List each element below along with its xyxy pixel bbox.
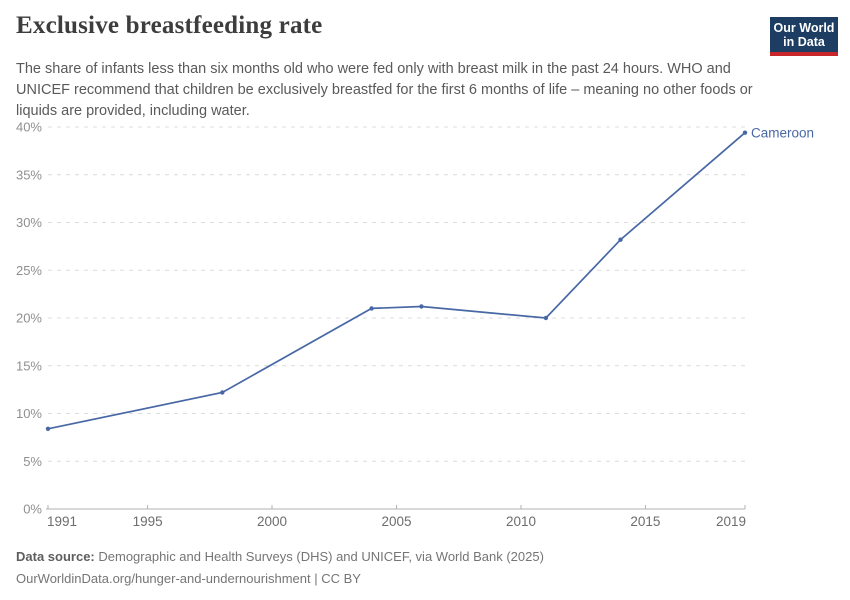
data-point[interactable] bbox=[618, 237, 623, 242]
y-tick-label: 30% bbox=[16, 215, 42, 230]
data-source-label: Data source: bbox=[16, 549, 95, 564]
x-tick-label: 2005 bbox=[381, 514, 411, 529]
x-tick-label: 1991 bbox=[47, 514, 77, 529]
x-tick-label: 2000 bbox=[257, 514, 287, 529]
chart-footer: Data source: Demographic and Health Surv… bbox=[16, 546, 544, 590]
data-point[interactable] bbox=[369, 306, 374, 311]
owid-logo-line1: Our World bbox=[773, 21, 835, 35]
chart-subtitle: The share of infants less than six month… bbox=[16, 61, 753, 119]
y-tick-label: 0% bbox=[23, 502, 42, 517]
y-tick-label: 40% bbox=[16, 120, 42, 135]
data-point[interactable] bbox=[45, 426, 51, 431]
x-tick-label: 2010 bbox=[506, 514, 536, 529]
y-tick-label: 20% bbox=[16, 311, 42, 326]
y-tick-label: 25% bbox=[16, 263, 42, 278]
owid-logo-line2: in Data bbox=[783, 35, 825, 49]
series-line[interactable] bbox=[47, 132, 746, 430]
y-tick-label: 15% bbox=[16, 358, 42, 373]
page-title: Exclusive breastfeeding rate bbox=[16, 12, 323, 39]
y-tick-label: 35% bbox=[16, 167, 42, 182]
data-source-line: Data source: Demographic and Health Surv… bbox=[16, 546, 544, 568]
series-end-label[interactable]: Cameroon bbox=[751, 125, 814, 140]
data-point[interactable] bbox=[543, 315, 549, 321]
data-point[interactable] bbox=[419, 304, 424, 309]
y-tick-label: 5% bbox=[23, 454, 42, 469]
footer-link[interactable]: OurWorldinData.org/hunger-and-undernouri… bbox=[16, 571, 361, 586]
y-tick-label: 10% bbox=[16, 406, 42, 421]
data-source-text: Demographic and Health Surveys (DHS) and… bbox=[98, 549, 544, 564]
data-point[interactable] bbox=[742, 130, 748, 135]
data-point[interactable] bbox=[220, 390, 225, 395]
x-tick-label: 1995 bbox=[133, 514, 163, 529]
owid-logo[interactable]: Our World in Data bbox=[770, 17, 838, 56]
x-tick-label: 2015 bbox=[630, 514, 660, 529]
x-tick-label: 2019 bbox=[716, 514, 746, 529]
